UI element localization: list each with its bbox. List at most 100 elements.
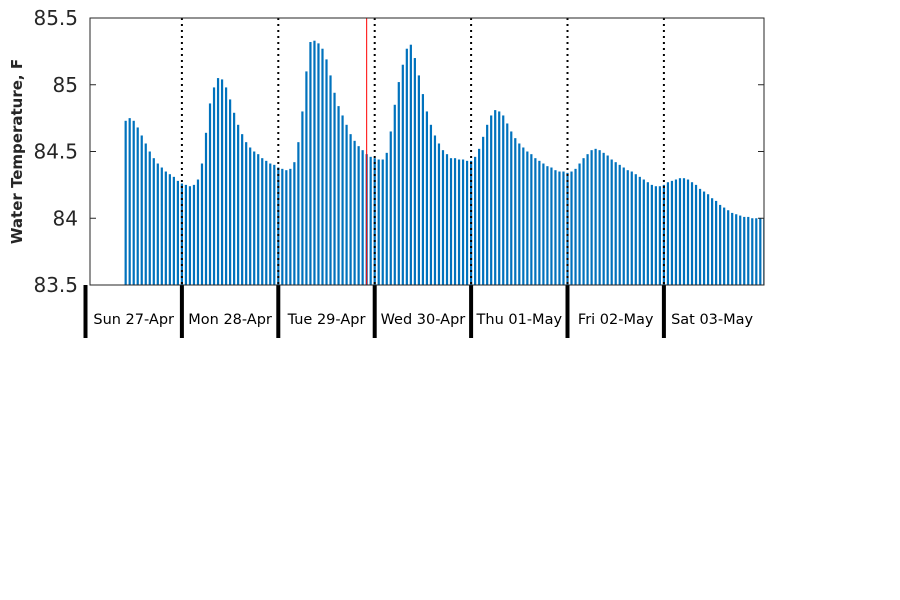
temperature-bar (510, 131, 513, 285)
temperature-bar (245, 142, 248, 285)
temperature-bar (518, 143, 521, 285)
temperature-bar (369, 156, 372, 285)
day-label: Mon 28-Apr (188, 312, 272, 328)
temperature-bar (269, 163, 272, 285)
temperature-bar (192, 184, 196, 286)
temperature-bar (301, 111, 304, 285)
temperature-bar (156, 163, 159, 285)
temperature-bar (341, 115, 344, 286)
temperature-bar (582, 158, 585, 285)
y-axis: 83.5 84 84.5 85 85.5 (33, 6, 764, 297)
temperature-bar (417, 75, 420, 285)
temperature-bar (437, 143, 441, 285)
day-label: Sun 27-Apr (93, 312, 174, 328)
temperature-bar (618, 164, 621, 285)
temperature-bar (646, 182, 649, 285)
temperature-bar (176, 180, 179, 285)
temperature-bar (152, 158, 155, 285)
day-label: Tue 29-Apr (287, 312, 366, 328)
temperature-bar (666, 182, 670, 285)
temperature-bar (747, 216, 750, 285)
temperature-bar (257, 154, 260, 285)
temperature-bar (602, 152, 605, 285)
temperature-bar (168, 174, 171, 285)
temperature-bar (606, 155, 609, 285)
temperature-bar (433, 135, 437, 285)
day-label: Fri 02-May (578, 312, 654, 328)
temperature-bar (277, 167, 280, 285)
temperature-bar (317, 43, 320, 285)
temperature-bar (361, 150, 364, 285)
temperature-bar (610, 159, 613, 285)
temperature-bar (353, 140, 356, 285)
temperature-bar (172, 176, 175, 285)
day-label: Thu 01-May (476, 312, 563, 328)
temperature-bar (144, 143, 147, 285)
temperature-bar (237, 124, 240, 285)
temperature-bar (719, 204, 722, 285)
temperature-bar (297, 142, 300, 285)
temperature-bar (140, 135, 143, 285)
temperature-bar (494, 110, 497, 285)
temperature-bar (285, 170, 288, 285)
temperature-bar (313, 40, 316, 286)
temperature-bar (534, 158, 537, 285)
temperature-bar (498, 111, 501, 285)
temperature-bar (598, 150, 601, 285)
temperature-bar (357, 146, 360, 285)
temperature-bar (401, 64, 404, 285)
temperature-bar (325, 59, 328, 285)
temperature-bar (570, 171, 573, 285)
temperature-bar (212, 87, 216, 285)
temperature-bar (393, 104, 396, 285)
temperature-bar (273, 164, 276, 285)
temperature-bar (586, 154, 589, 285)
temperature-bar (233, 112, 236, 285)
temperature-bar (727, 210, 730, 285)
temperature-bar (124, 120, 127, 285)
temperature-bar (711, 198, 714, 285)
temperature-bar (550, 167, 553, 285)
temperature-bar (204, 132, 208, 285)
temperature-bar (482, 136, 485, 285)
temperature-bar (188, 186, 192, 285)
temperature-bar (409, 44, 412, 286)
temperature-bar (132, 120, 135, 285)
day-label: Wed 30-Apr (381, 312, 466, 328)
reference-lines (83, 18, 666, 338)
temperature-bar (373, 158, 376, 285)
temperature-bar (650, 184, 653, 286)
temperature-bar (293, 162, 296, 285)
temperature-bar (546, 166, 549, 285)
temperature-bar (614, 162, 617, 285)
y-tick-label: 83.5 (33, 273, 78, 297)
temperature-bar (224, 87, 228, 285)
temperature-bar (654, 186, 657, 285)
temperature-bar (739, 215, 742, 285)
temperature-bar (526, 151, 529, 285)
temperature-bar (329, 75, 332, 285)
temperature-bar (554, 170, 557, 285)
temperature-bar (658, 186, 661, 285)
temperature-bar (321, 48, 324, 286)
temperature-bar (241, 134, 244, 285)
temperature-bar (148, 151, 151, 285)
temperature-bar (160, 167, 163, 285)
temperature-bar (694, 184, 698, 286)
temperature-bar (490, 115, 493, 286)
temperature-bar (686, 179, 690, 285)
temperature-bar (578, 163, 581, 285)
temperature-bar (337, 106, 340, 285)
temperature-bar (405, 48, 408, 286)
temperature-bar (558, 171, 561, 285)
temperature-bar (674, 179, 678, 285)
y-tick-label: 85.5 (33, 6, 78, 30)
temperature-bar (735, 214, 738, 285)
temperature-bar (538, 160, 541, 285)
temperature-bar (506, 123, 509, 285)
temperature-bar (486, 124, 489, 285)
temperature-bar (281, 168, 284, 285)
temperature-bar (590, 150, 593, 285)
y-tick-label: 85 (53, 73, 78, 97)
